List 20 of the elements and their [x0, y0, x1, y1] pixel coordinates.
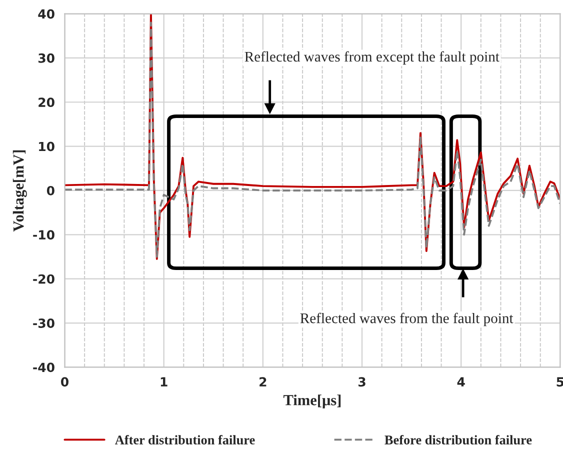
- x-tick-label: 0: [60, 377, 68, 387]
- legend-label: Before distribution failure: [384, 435, 532, 444]
- x-axis-title: Time[μs]: [283, 394, 341, 408]
- legend-label: After distribution failure: [115, 435, 255, 444]
- y-axis-title: Voltage[mV]: [12, 150, 27, 232]
- y-tick-label: -20: [33, 274, 54, 284]
- annotation: Reflected waves from except the fault point: [244, 51, 500, 65]
- y-tick-label: 40: [38, 9, 54, 19]
- y-tick-label: -30: [33, 318, 54, 328]
- x-tick-label: 3: [358, 377, 366, 387]
- y-tick-label: -10: [33, 230, 54, 240]
- y-tick-label: 0: [46, 186, 54, 196]
- y-tick-label: 30: [38, 53, 54, 63]
- annotation: Reflected waves from the fault point: [300, 312, 514, 326]
- y-tick-label: 20: [38, 98, 54, 108]
- x-tick-label: 2: [260, 377, 266, 386]
- x-tick-label: 1: [160, 377, 168, 386]
- x-tick-label: 4: [457, 377, 465, 386]
- y-tick-label: 10: [39, 142, 54, 152]
- y-tick-label: -40: [33, 362, 54, 372]
